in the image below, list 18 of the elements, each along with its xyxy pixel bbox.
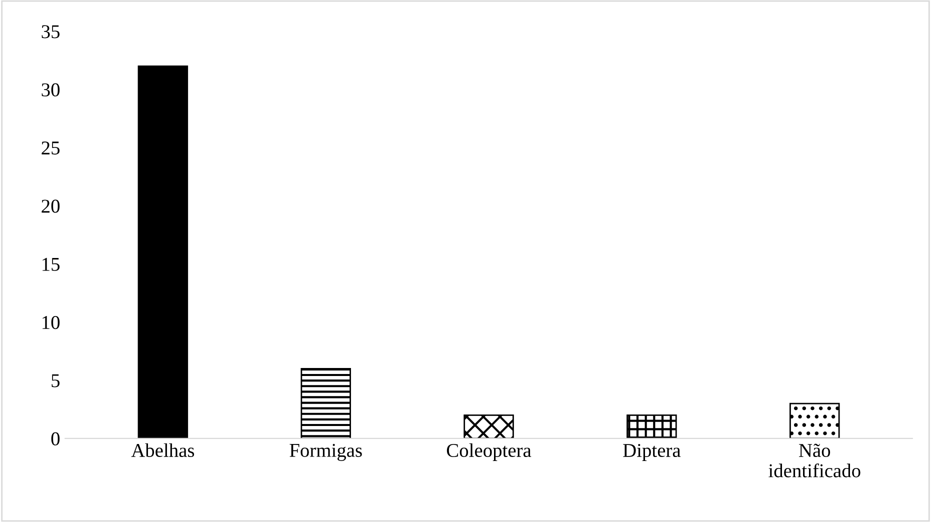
bar	[300, 368, 351, 438]
x-tick-label: Coleoptera	[446, 443, 532, 461]
y-tick-label: 0	[51, 432, 60, 446]
x-tick-label: Abelhas	[131, 443, 194, 458]
x-tick-label: Diptera	[623, 444, 681, 461]
x-tick-label: Formigas	[290, 444, 362, 461]
y-tick-label: 5	[52, 374, 60, 388]
y-tick-label: 35	[42, 25, 60, 38]
bar	[789, 402, 840, 438]
y-tick-label: 30	[42, 83, 60, 96]
y-tick-label: 20	[42, 200, 60, 213]
x-tick-label: Não identificado	[768, 444, 860, 478]
bar	[464, 414, 514, 438]
bar	[626, 414, 677, 438]
bar	[138, 66, 188, 438]
y-tick-label: 15	[42, 258, 60, 271]
y-tick-label: 10	[42, 316, 60, 330]
y-tick-label: 25	[42, 142, 60, 155]
